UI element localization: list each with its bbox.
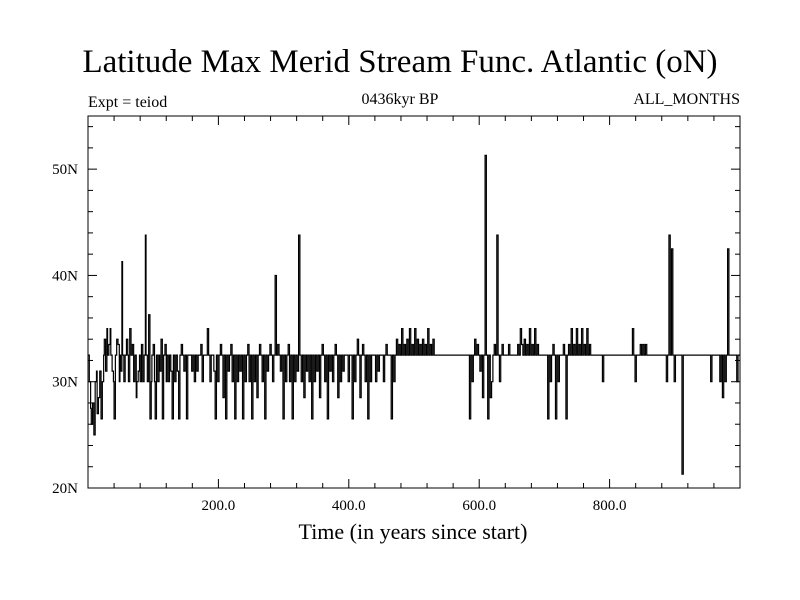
x-axis: 200.0 400.0 600.0 800.0 <box>113 116 715 514</box>
months-label: ALL_MONTHS <box>633 91 740 108</box>
series-layer <box>88 154 740 475</box>
x-tick-label: 400.0 <box>332 498 366 514</box>
period-label: 0436kyr BP <box>361 91 439 108</box>
y-tick-label: 30N <box>52 375 78 391</box>
experiment-label: Expt = teiod <box>88 94 168 111</box>
x-tick-label: 600.0 <box>462 498 496 514</box>
series-line-0 <box>88 154 740 475</box>
y-tick-label: 20N <box>52 481 78 497</box>
chart-title: Latitude Max Merid Stream Func. Atlantic… <box>82 44 718 80</box>
x-axis-label: Time (in years since start) <box>298 519 528 544</box>
y-axis: 20N 30N 40N 50N <box>52 126 740 497</box>
x-tick-label: 200.0 <box>202 498 236 514</box>
plot-frame <box>87 115 741 489</box>
y-tick-label: 50N <box>52 162 78 178</box>
y-tick-label: 40N <box>52 268 78 284</box>
x-tick-label: 800.0 <box>593 498 627 514</box>
